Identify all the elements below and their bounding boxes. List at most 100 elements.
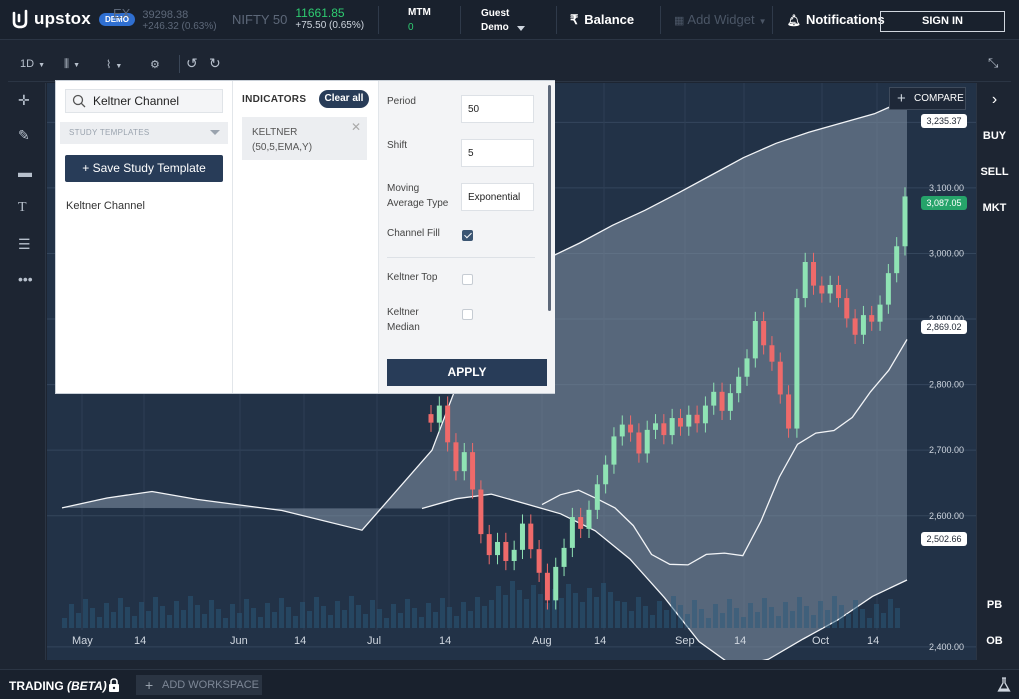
shift-input[interactable]: 5 <box>461 139 534 167</box>
workspace-tab-trading[interactable]: TRADING (BETA) <box>9 679 107 693</box>
lock-icon[interactable] <box>108 678 120 692</box>
x-tick-label: May <box>72 635 93 647</box>
volume-bar <box>881 613 886 628</box>
add-workspace-button[interactable]: + ADD WORKSPACE <box>136 675 262 695</box>
volume-bar <box>62 618 67 628</box>
x-tick-label: 14 <box>594 635 606 647</box>
volume-bar <box>461 602 466 628</box>
volume-bar <box>867 618 872 628</box>
volume-bar <box>104 603 109 628</box>
volume-bar <box>762 598 767 628</box>
account-selector[interactable]: Guest Demo <box>481 7 525 35</box>
add-widget-button[interactable]: ▦ Add Widget ▼ <box>674 12 767 27</box>
period-label: Period <box>387 96 416 107</box>
candle-body <box>811 262 817 286</box>
volume-bar <box>601 583 606 628</box>
period-input[interactable]: 50 <box>461 95 534 123</box>
flask-icon[interactable] <box>996 677 1012 693</box>
indicators-title: INDICATORS <box>242 94 307 105</box>
volume-bar <box>363 614 368 628</box>
market-button[interactable]: MKT <box>982 202 1007 214</box>
ma-type-select[interactable]: Exponential <box>461 183 534 211</box>
candle-body <box>619 424 625 437</box>
sensex-ticker[interactable]: EX 39298.38 +246.32 (0.63%) <box>113 6 217 32</box>
candle-body <box>453 442 459 472</box>
buy-button[interactable]: BUY <box>982 130 1007 142</box>
candle-body <box>877 304 883 322</box>
sell-button[interactable]: SELL <box>980 166 1009 178</box>
positions-button[interactable]: PB <box>986 599 1003 611</box>
volume-bar <box>97 617 102 628</box>
chevron-right-icon[interactable]: › <box>991 91 998 108</box>
keltner-median-label-line2: Median <box>387 322 420 333</box>
candle-body <box>495 541 501 556</box>
sign-in-button[interactable]: SIGN IN <box>880 11 1005 32</box>
candle-body <box>852 318 858 335</box>
studies-selector[interactable]: ⌇ ▼ <box>106 58 122 71</box>
volume-bar <box>188 596 193 628</box>
compare-button[interactable]: + COMPARE <box>889 87 966 110</box>
study-templates-dropdown[interactable]: STUDY TEMPLATES <box>60 122 228 144</box>
channel-fill-checkbox[interactable] <box>462 230 473 241</box>
balance-button[interactable]: ₹ Balance <box>570 12 634 28</box>
candle-body <box>727 393 733 411</box>
ticker-name: NIFTY 50 <box>232 12 288 27</box>
indicator-params: (50,5,EMA,Y) <box>252 142 313 153</box>
candle-body <box>802 262 808 299</box>
account-name: Demo <box>481 22 509 33</box>
interval-selector[interactable]: 1D ▼ <box>20 58 45 70</box>
y-tick-label: 2,600.00 <box>929 511 964 521</box>
candle-body <box>428 414 434 423</box>
y-tick-label: 2,800.00 <box>929 380 964 390</box>
text-tool-icon[interactable]: T <box>18 200 27 215</box>
collapse-icon[interactable]: ⤡ <box>988 55 999 70</box>
settings-scrollbar[interactable] <box>548 85 551 311</box>
pencil-icon[interactable]: ✎ <box>18 127 30 143</box>
candle-body <box>553 566 559 601</box>
keltner-top-checkbox[interactable] <box>462 274 473 285</box>
volume-bar <box>545 603 550 628</box>
bell-icon: 🔔︎ <box>787 15 801 27</box>
notifications-button[interactable]: 🔔︎ Notifications <box>787 12 885 27</box>
nifty-ticker[interactable]: NIFTY 50 11661.85 +75.50 (0.65%) <box>232 6 364 31</box>
undo-icon[interactable]: ↺ <box>186 55 198 71</box>
gear-icon[interactable]: ⚙ <box>150 59 160 71</box>
x-tick-label: Sep <box>675 635 695 647</box>
redo-icon[interactable]: ↻ <box>209 55 221 71</box>
apply-button[interactable]: APPLY <box>387 359 547 386</box>
crosshair-icon[interactable]: ✛ <box>18 92 30 108</box>
volume-bar <box>573 593 578 628</box>
close-icon[interactable]: ✕ <box>350 120 361 134</box>
volume-bar <box>524 599 529 628</box>
trade-rail: › BUY SELL MKT PB OB <box>976 83 1011 660</box>
volume-bar <box>251 608 256 628</box>
volume-bar <box>307 611 312 628</box>
active-indicator-card[interactable]: KELTNER (50,5,EMA,Y) ✕ <box>242 117 367 160</box>
study-result-item[interactable]: Keltner Channel <box>66 200 145 212</box>
candle-body <box>436 405 442 423</box>
candle-body <box>677 418 683 427</box>
divider <box>179 55 180 73</box>
clear-all-button[interactable]: Clear all <box>319 90 369 108</box>
volume-bar <box>874 604 879 628</box>
more-icon[interactable]: ••• <box>18 271 33 287</box>
brand-logo[interactable]: upstox DEMO <box>12 9 135 29</box>
orderbook-button[interactable]: OB <box>986 635 1003 647</box>
save-study-template-button[interactable]: + Save Study Template <box>65 155 223 182</box>
study-search-input[interactable]: Keltner Channel <box>65 89 223 113</box>
brand-name: upstox <box>34 9 91 28</box>
shift-label: Shift <box>387 140 408 151</box>
ma-type-label-line2: Average Type <box>387 198 449 209</box>
x-tick-label: Jun <box>230 635 248 647</box>
rectangle-icon[interactable]: ▬ <box>18 164 32 180</box>
divider <box>556 6 557 34</box>
candle-body <box>519 523 525 550</box>
interval-label: 1D <box>20 58 35 70</box>
chart-type-selector[interactable]: ⫼ ▼ <box>64 58 80 71</box>
ticker-change: +75.50 (0.65%) <box>295 20 365 31</box>
volume-bar <box>139 602 144 628</box>
lines-icon[interactable]: ☰ <box>18 236 31 252</box>
grid-icon: ▦ <box>674 15 685 27</box>
keltner-median-checkbox[interactable] <box>462 309 473 320</box>
volume-bar <box>391 604 396 628</box>
